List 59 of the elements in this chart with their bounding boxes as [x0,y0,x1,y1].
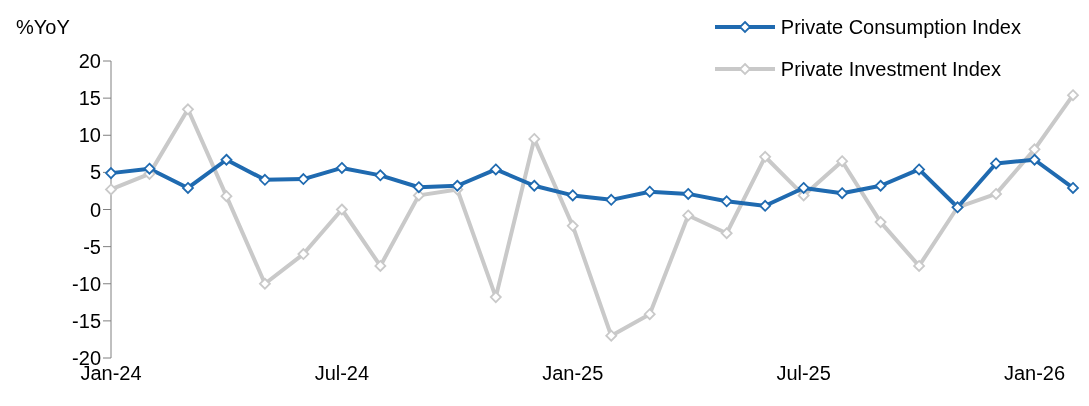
point [1028,153,1041,166]
legend-label: Private Investment Index [780,58,1001,80]
point [412,181,425,194]
point [528,179,541,192]
point [990,157,1002,170]
point [297,173,310,185]
point [643,308,656,321]
point [682,209,695,222]
point [1067,89,1079,102]
x-tick-label: Jan-26 [1003,362,1066,385]
point [566,189,579,202]
y-tick-label: 5 [89,161,101,184]
point [182,103,194,116]
point [913,163,925,176]
point [759,199,772,212]
point [1067,182,1079,194]
point [335,203,348,216]
point [143,162,156,175]
point [220,153,233,166]
y-axis-title: %YoY [16,16,70,39]
point [797,182,810,194]
point [874,216,887,229]
y-tick-label: 0 [89,198,101,221]
point [836,187,849,200]
point [874,179,887,192]
point [759,150,772,163]
point [297,248,310,260]
point [682,188,695,200]
point [105,183,117,196]
point [605,193,618,206]
y-tick-label: 15 [78,87,101,110]
point [643,185,656,198]
point [990,188,1002,200]
point [566,219,579,232]
point [220,190,233,203]
point [105,167,117,180]
y-tick-label: -10 [72,272,101,295]
point [374,169,387,182]
point [720,195,733,208]
point [836,155,849,168]
y-tick-label: 10 [78,124,101,147]
point [259,277,271,290]
point [1028,143,1041,156]
y-tick-label: 20 [78,50,101,73]
point [489,163,502,176]
x-tick-label: Jul-25 [776,362,831,385]
x-tick-label: Jul-24 [314,362,370,385]
point [451,179,464,192]
point [182,182,194,194]
point [335,162,348,174]
point [374,260,387,272]
x-tick-label: Jan-25 [542,362,604,385]
legend-label: Private Consumption Index [780,16,1021,38]
point [605,329,618,342]
y-tick-label: -15 [72,309,101,332]
point [720,227,733,240]
y-tick-label: -5 [83,235,101,258]
point [913,260,925,272]
point [259,173,271,186]
